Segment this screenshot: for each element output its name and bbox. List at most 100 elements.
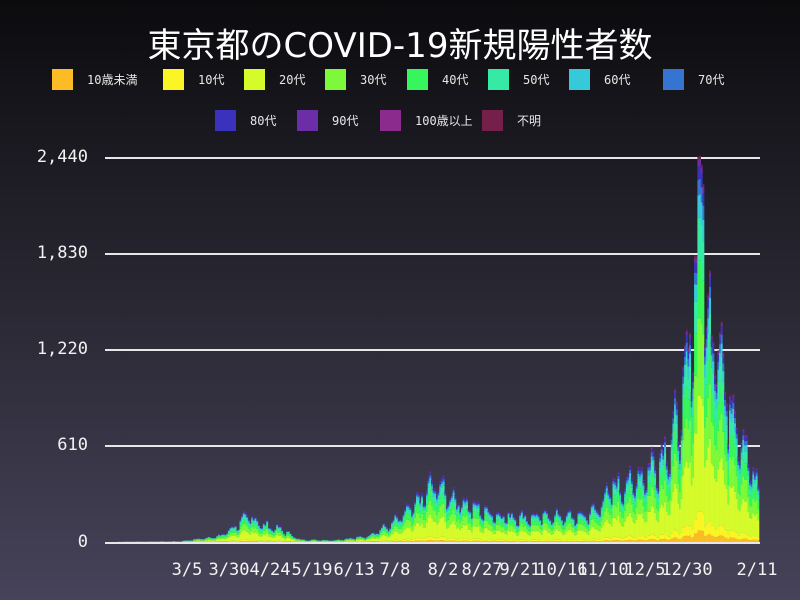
bar-segment [266, 528, 269, 534]
bar-segment [256, 521, 259, 523]
bar-segment [549, 533, 552, 541]
bar-segment [627, 473, 630, 474]
bar-segment [252, 533, 255, 541]
bar-segment [599, 525, 602, 532]
bar-segment [254, 541, 257, 542]
bar-segment [592, 518, 595, 527]
bar-segment [732, 433, 735, 457]
bar-segment [564, 522, 567, 524]
bar-segment [705, 459, 708, 525]
bar-segment [529, 524, 532, 526]
bar-segment [664, 452, 667, 465]
bar-segment [692, 443, 695, 478]
legend-label: 40代 [442, 72, 469, 87]
bar-segment [382, 523, 385, 525]
bar-segment [640, 467, 643, 469]
bar-segment [439, 481, 442, 485]
bar-segment [409, 508, 412, 510]
bar-segment [570, 541, 573, 542]
bar-segment [642, 540, 645, 542]
bar-segment [620, 503, 623, 506]
bar-segment [525, 523, 528, 526]
bar-segment [639, 473, 642, 477]
bar-segment [409, 507, 412, 509]
bar-segment [389, 529, 392, 532]
bar-segment [725, 461, 728, 490]
bar-segment [441, 478, 443, 480]
bar-segment [604, 521, 607, 538]
bar-segment [595, 510, 598, 512]
legend-item[interactable]: 70代 [663, 68, 724, 90]
bar-segment [532, 513, 535, 515]
bar-segment [652, 534, 655, 540]
bar-segment [654, 513, 657, 536]
bar-segment [249, 541, 252, 542]
legend-item[interactable]: 50代 [488, 68, 549, 90]
bar-segment [480, 532, 483, 540]
legend-item[interactable]: 100歳以上 [380, 109, 473, 131]
bar-segment [216, 537, 219, 539]
bar-segment [484, 514, 487, 521]
bar-segment [687, 351, 690, 359]
bar-segment [624, 521, 627, 538]
legend-item[interactable]: 20代 [244, 68, 305, 90]
bar-segment [565, 525, 568, 532]
bar-segment [482, 528, 485, 534]
bar-segment [287, 532, 290, 534]
bar-segment [282, 533, 285, 535]
bar-segment [504, 526, 507, 530]
legend-item[interactable]: 40代 [407, 68, 468, 90]
bar-segment [232, 540, 235, 542]
bar-segment [577, 519, 580, 525]
bar-segment [575, 525, 578, 528]
bar-segment [757, 488, 760, 491]
bar-segment [490, 515, 493, 517]
bar-segment [447, 513, 450, 520]
bar-segment [705, 535, 708, 542]
bar-segment [632, 498, 635, 504]
bar-segment [261, 540, 264, 542]
y-tick-label: 610 [57, 435, 88, 455]
bar-segment [450, 506, 453, 514]
bar-segment [605, 498, 608, 508]
x-tick-label: 8/27 [461, 560, 503, 580]
bar-segment [391, 534, 394, 541]
bar-segment [589, 512, 592, 514]
bar-segment [742, 446, 745, 460]
bar-segment [445, 515, 448, 522]
bar-segment [264, 524, 267, 526]
bar-segment [242, 519, 245, 524]
bar-segment [266, 533, 269, 541]
bar-segment [392, 540, 395, 542]
bar-segment [650, 539, 653, 542]
bar-segment [737, 458, 740, 462]
legend-item[interactable]: 10代 [163, 68, 224, 90]
legend-item[interactable]: 30代 [325, 68, 386, 90]
legend-item[interactable]: 90代 [297, 109, 358, 131]
bar-segment [585, 519, 588, 520]
bar-segment [577, 514, 580, 517]
bar-segment [557, 514, 560, 516]
legend-item[interactable]: 不明 [482, 109, 541, 131]
bar-segment [632, 492, 635, 495]
bar-segment [542, 513, 545, 516]
bar-segment [690, 530, 693, 538]
bar-segment [396, 522, 398, 527]
bar-segment [602, 501, 605, 505]
bar-segment [512, 526, 515, 532]
legend-item[interactable]: 80代 [215, 109, 276, 131]
bar-segment [754, 474, 756, 478]
bar-segment [747, 512, 750, 536]
legend-item[interactable]: 10歳未満 [52, 68, 137, 90]
bar-segment [429, 536, 432, 540]
bar-segment [709, 286, 712, 298]
bar-segment [485, 511, 488, 516]
bar-segment [545, 539, 548, 542]
bar-segment [700, 224, 703, 267]
legend-item[interactable]: 60代 [569, 68, 630, 90]
bar-segment [594, 539, 597, 541]
bar-segment [610, 518, 613, 527]
bar-segment [679, 509, 682, 536]
bar-segment [739, 535, 741, 540]
bar-segment [407, 506, 410, 508]
